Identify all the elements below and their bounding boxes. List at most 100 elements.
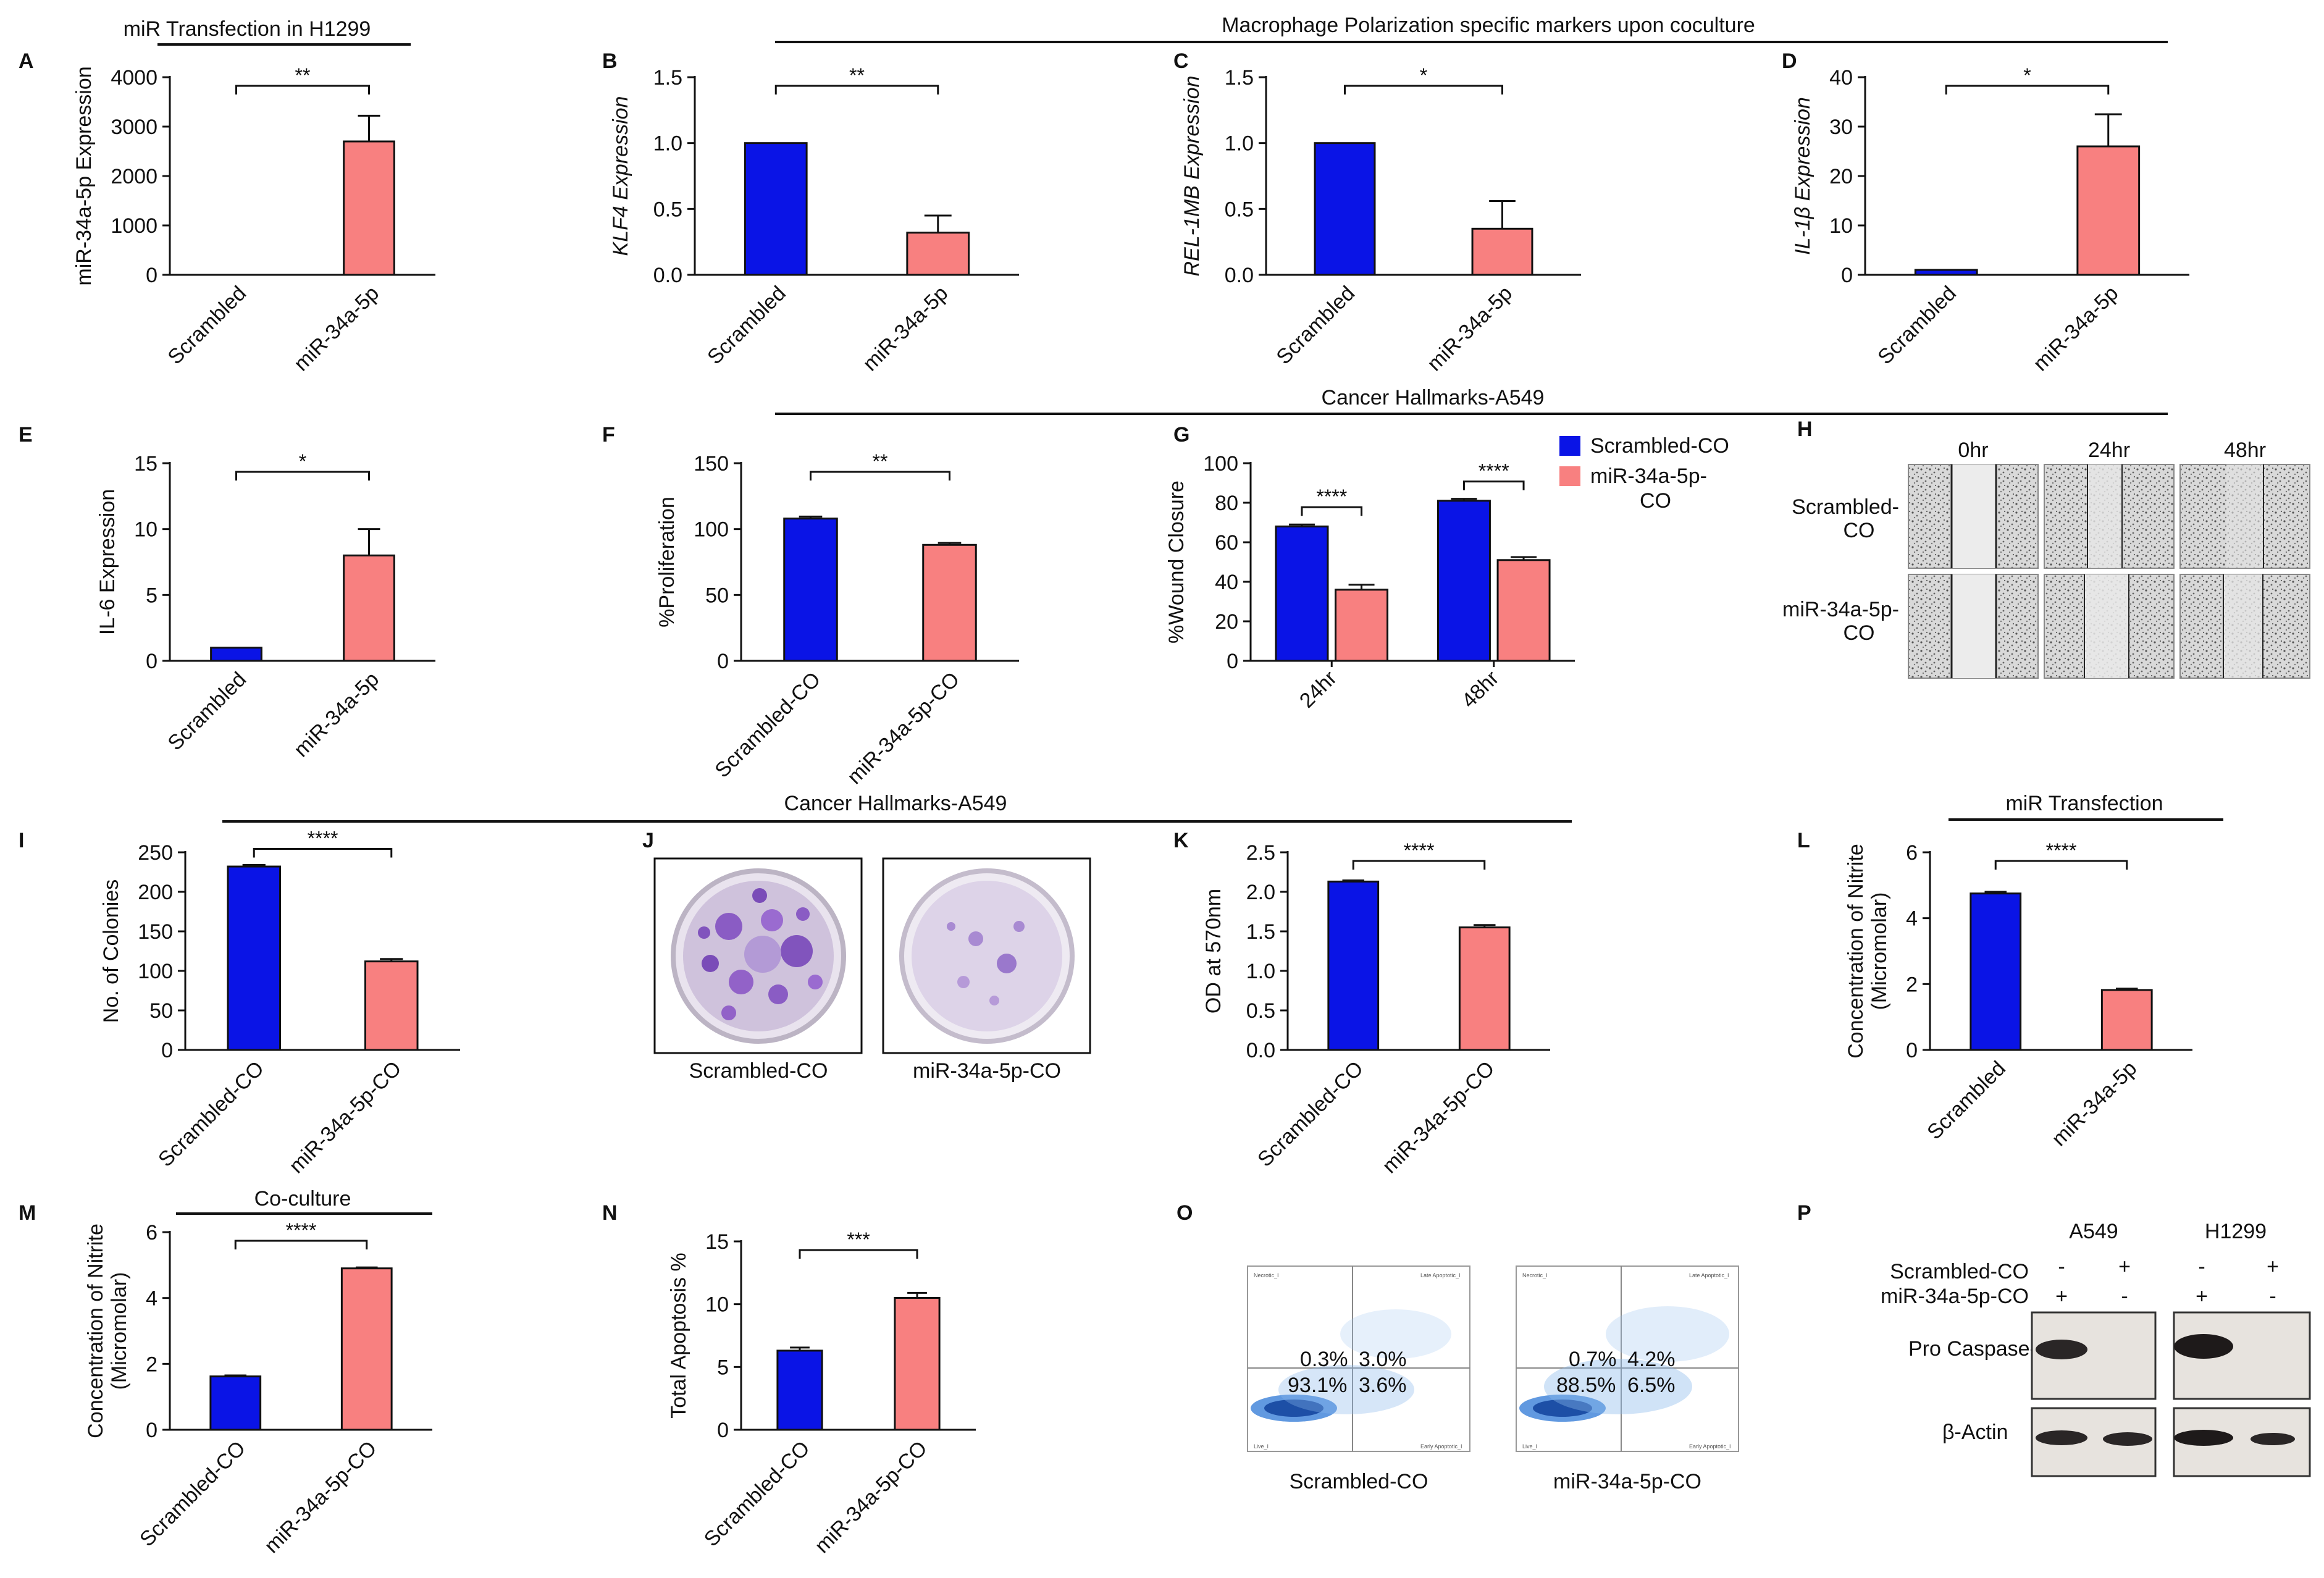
y-label-c: REL-1MB Expression [1180, 75, 1204, 276]
blot-a549-procaspase [2031, 1311, 2157, 1400]
sig-label-i: **** [308, 827, 338, 849]
sig-label-c: * [1420, 64, 1427, 86]
panel-p: P A549 H1299 Scrambled-CO miR-34a-5p-CO … [1797, 1201, 2311, 1477]
y-tick-label-b: 1.0 [653, 132, 682, 156]
sig-label-k: **** [1404, 839, 1435, 862]
sig-bracket-f [810, 471, 950, 481]
x-tick-label-l: Scrambled [1923, 1057, 2010, 1144]
panel-label-j: J [642, 829, 654, 852]
bar-c-1 [1471, 227, 1533, 276]
y-tick-label-i: 250 [138, 841, 173, 865]
sig-label-l: **** [2046, 839, 2077, 862]
y-tick-label-d: 40 [1829, 66, 1853, 90]
legend-swatch-mir [1559, 466, 1580, 486]
x-tick-label-f: miR-34a-5p-CO [843, 668, 965, 789]
bar-m-1 [340, 1267, 393, 1431]
group-title-hallmarks-2: Cancer Hallmarks-A549 [222, 792, 1572, 823]
sig-label-b: ** [849, 64, 865, 86]
y-tick-label-i: 100 [138, 960, 173, 983]
bar-n-1 [894, 1297, 941, 1431]
x-tick-label-g: 48hr [1457, 666, 1503, 713]
x-tick-label-e: miR-34a-5p [290, 668, 384, 762]
y-tick-label-l: 2 [1906, 973, 1918, 996]
y-label-g: %Wound Closure [1165, 481, 1188, 644]
h-row1-line1: Scrambled- [1792, 495, 1899, 519]
sig-label-n: *** [847, 1228, 870, 1251]
y-tick-label-n: 0 [717, 1419, 729, 1442]
x-tick-label-i: Scrambled-CO [154, 1057, 269, 1172]
sig-bracket-e [235, 471, 370, 481]
bar-g-mir-34a-5p-co [1335, 589, 1389, 662]
panel-n: N 0 5 10 15 Total Apoptosis % Scrambled-COmiR-… [602, 1201, 976, 1558]
p-sign-r2-1: + [2055, 1285, 2068, 1308]
legend-label-scrambled: Scrambled-CO [1590, 434, 1729, 458]
plate-mir [899, 868, 1075, 1044]
y-label-a: miR-34a-5p Expression [72, 66, 96, 285]
bar-g-scrambled-co [1437, 500, 1491, 662]
y-label-b: KLF4 Expression [609, 96, 632, 256]
flow-plot-scrambled: Necrotic_I Late Apoptotic_I Live_I Early… [1247, 1265, 1470, 1452]
p-cell-line-h1299: H1299 [2205, 1220, 2267, 1243]
plate-scrambled [671, 868, 846, 1044]
bar-e-0 [210, 647, 262, 662]
sig-label-a: ** [295, 64, 311, 86]
y-tick-label-a: 1000 [111, 214, 157, 238]
bar-l-0 [1970, 892, 2022, 1051]
p-sign-r1-3: - [2198, 1255, 2205, 1278]
y-tick-label-i: 50 [149, 999, 173, 1023]
bar-l-1 [2100, 989, 2153, 1051]
bar-k-1 [1458, 926, 1511, 1051]
panel-f: F 0 50 100 150 %Proliferation Scrambled-CO miR-… [602, 423, 1019, 789]
panel-label-m: M [19, 1201, 36, 1225]
y-tick-label-a: 2000 [111, 165, 157, 188]
sig-bracket-b [774, 85, 939, 94]
o-right-early: Early Apoptotic_I [1689, 1443, 1731, 1450]
o-right-q1: 0.7% [1569, 1348, 1617, 1371]
flow-caption-scrambled: Scrambled-CO [1290, 1470, 1428, 1493]
y-tick-label-c: 1.0 [1225, 132, 1254, 156]
x-tick-label-b: miR-34a-5p [858, 282, 952, 376]
y-tick-label-d: 20 [1829, 165, 1853, 188]
o-right-q4: 6.5% [1627, 1374, 1676, 1397]
p-band2-label: β-Actin [1942, 1421, 2008, 1444]
sig-bracket-m [234, 1240, 368, 1249]
y-tick-label-g: 100 [1203, 452, 1238, 476]
y-tick-label-c: 0.0 [1225, 264, 1254, 287]
group-title-macrophage: Macrophage Polarization specific markers… [775, 14, 2168, 43]
panel-label-g: G [1173, 423, 1189, 447]
panel-label-e: E [19, 423, 33, 447]
y-tick-label-g: 40 [1215, 571, 1238, 594]
y-tick-label-c: 1.5 [1225, 66, 1254, 90]
x-tick-label-d: miR-34a-5p [2029, 282, 2123, 376]
y-tick-label-d: 30 [1829, 115, 1853, 139]
y-tick-label-c: 0.5 [1225, 198, 1254, 221]
panel-label-l: L [1797, 829, 1810, 852]
y-tick-label-n: 5 [717, 1356, 729, 1379]
y-tick-label-i: 150 [138, 920, 173, 944]
sig-bracket-i [253, 847, 393, 858]
y-tick-label-f: 100 [694, 518, 729, 542]
flow-caption-mir: miR-34a-5p-CO [1553, 1470, 1701, 1493]
y-tick-label-f: 150 [694, 452, 729, 476]
bar-b-0 [744, 142, 808, 276]
y-label-e: IL-6 Expression [96, 489, 119, 635]
y-tick-label-k: 1.5 [1246, 920, 1275, 944]
group-title-hallmarks-1: Cancer Hallmarks-A549 [775, 386, 2168, 415]
panel-c: C 0.0 0.5 1.0 1.5 REL-1MB Expression Scrambled… [1173, 49, 1581, 376]
o-left-q2: 3.0% [1359, 1348, 1407, 1371]
x-tick-label-m: Scrambled-CO [135, 1437, 250, 1551]
h-row2-line1: miR-34a-5p- [1782, 598, 1899, 621]
x-tick-label-n: Scrambled-CO [700, 1437, 815, 1551]
p-band1-label: Pro Caspase-3 [1908, 1337, 2049, 1361]
panel-label-b: B [602, 49, 618, 73]
blot-h1299-actin [2173, 1407, 2311, 1477]
wound-image-scrambled-48hr [2179, 464, 2310, 569]
y-tick-label-a: 4000 [111, 66, 157, 90]
panel-h: H 0hr 24hr 48hr Scrambled- CO miR-34a-5p… [1782, 418, 2310, 679]
bar-b-1 [906, 232, 970, 276]
y-tick-label-g: 60 [1215, 531, 1238, 555]
sig-label-f: ** [873, 450, 888, 472]
bar-g-scrambled-co [1275, 525, 1329, 662]
